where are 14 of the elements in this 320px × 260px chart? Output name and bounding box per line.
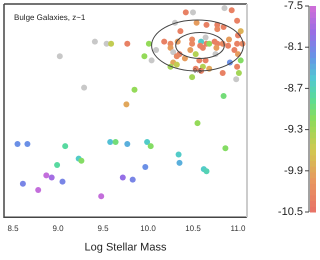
text: Bulge Galaxies, z~1: [14, 13, 86, 22]
x-tick-label: 8.5: [7, 224, 20, 234]
color-bar-label: -8.7: [284, 82, 303, 94]
color-bar-label: -10.5: [278, 206, 303, 218]
color-bar-label: -9.9: [284, 164, 303, 177]
x-tick-label: 9.5: [97, 224, 110, 234]
x-tick-label: 11.0: [230, 224, 246, 234]
color-bar-label: -9.3: [284, 124, 303, 136]
x-tick-label: 10.0: [140, 224, 156, 234]
color-bar-label: -7.5: [284, 0, 303, 12]
color-bar-label: -8.1: [284, 41, 303, 54]
x-tick-label: 10.5: [185, 224, 202, 234]
x-tick-label: 9.0: [52, 224, 64, 234]
x-axis-title: Log Stellar Mass: [84, 241, 167, 254]
